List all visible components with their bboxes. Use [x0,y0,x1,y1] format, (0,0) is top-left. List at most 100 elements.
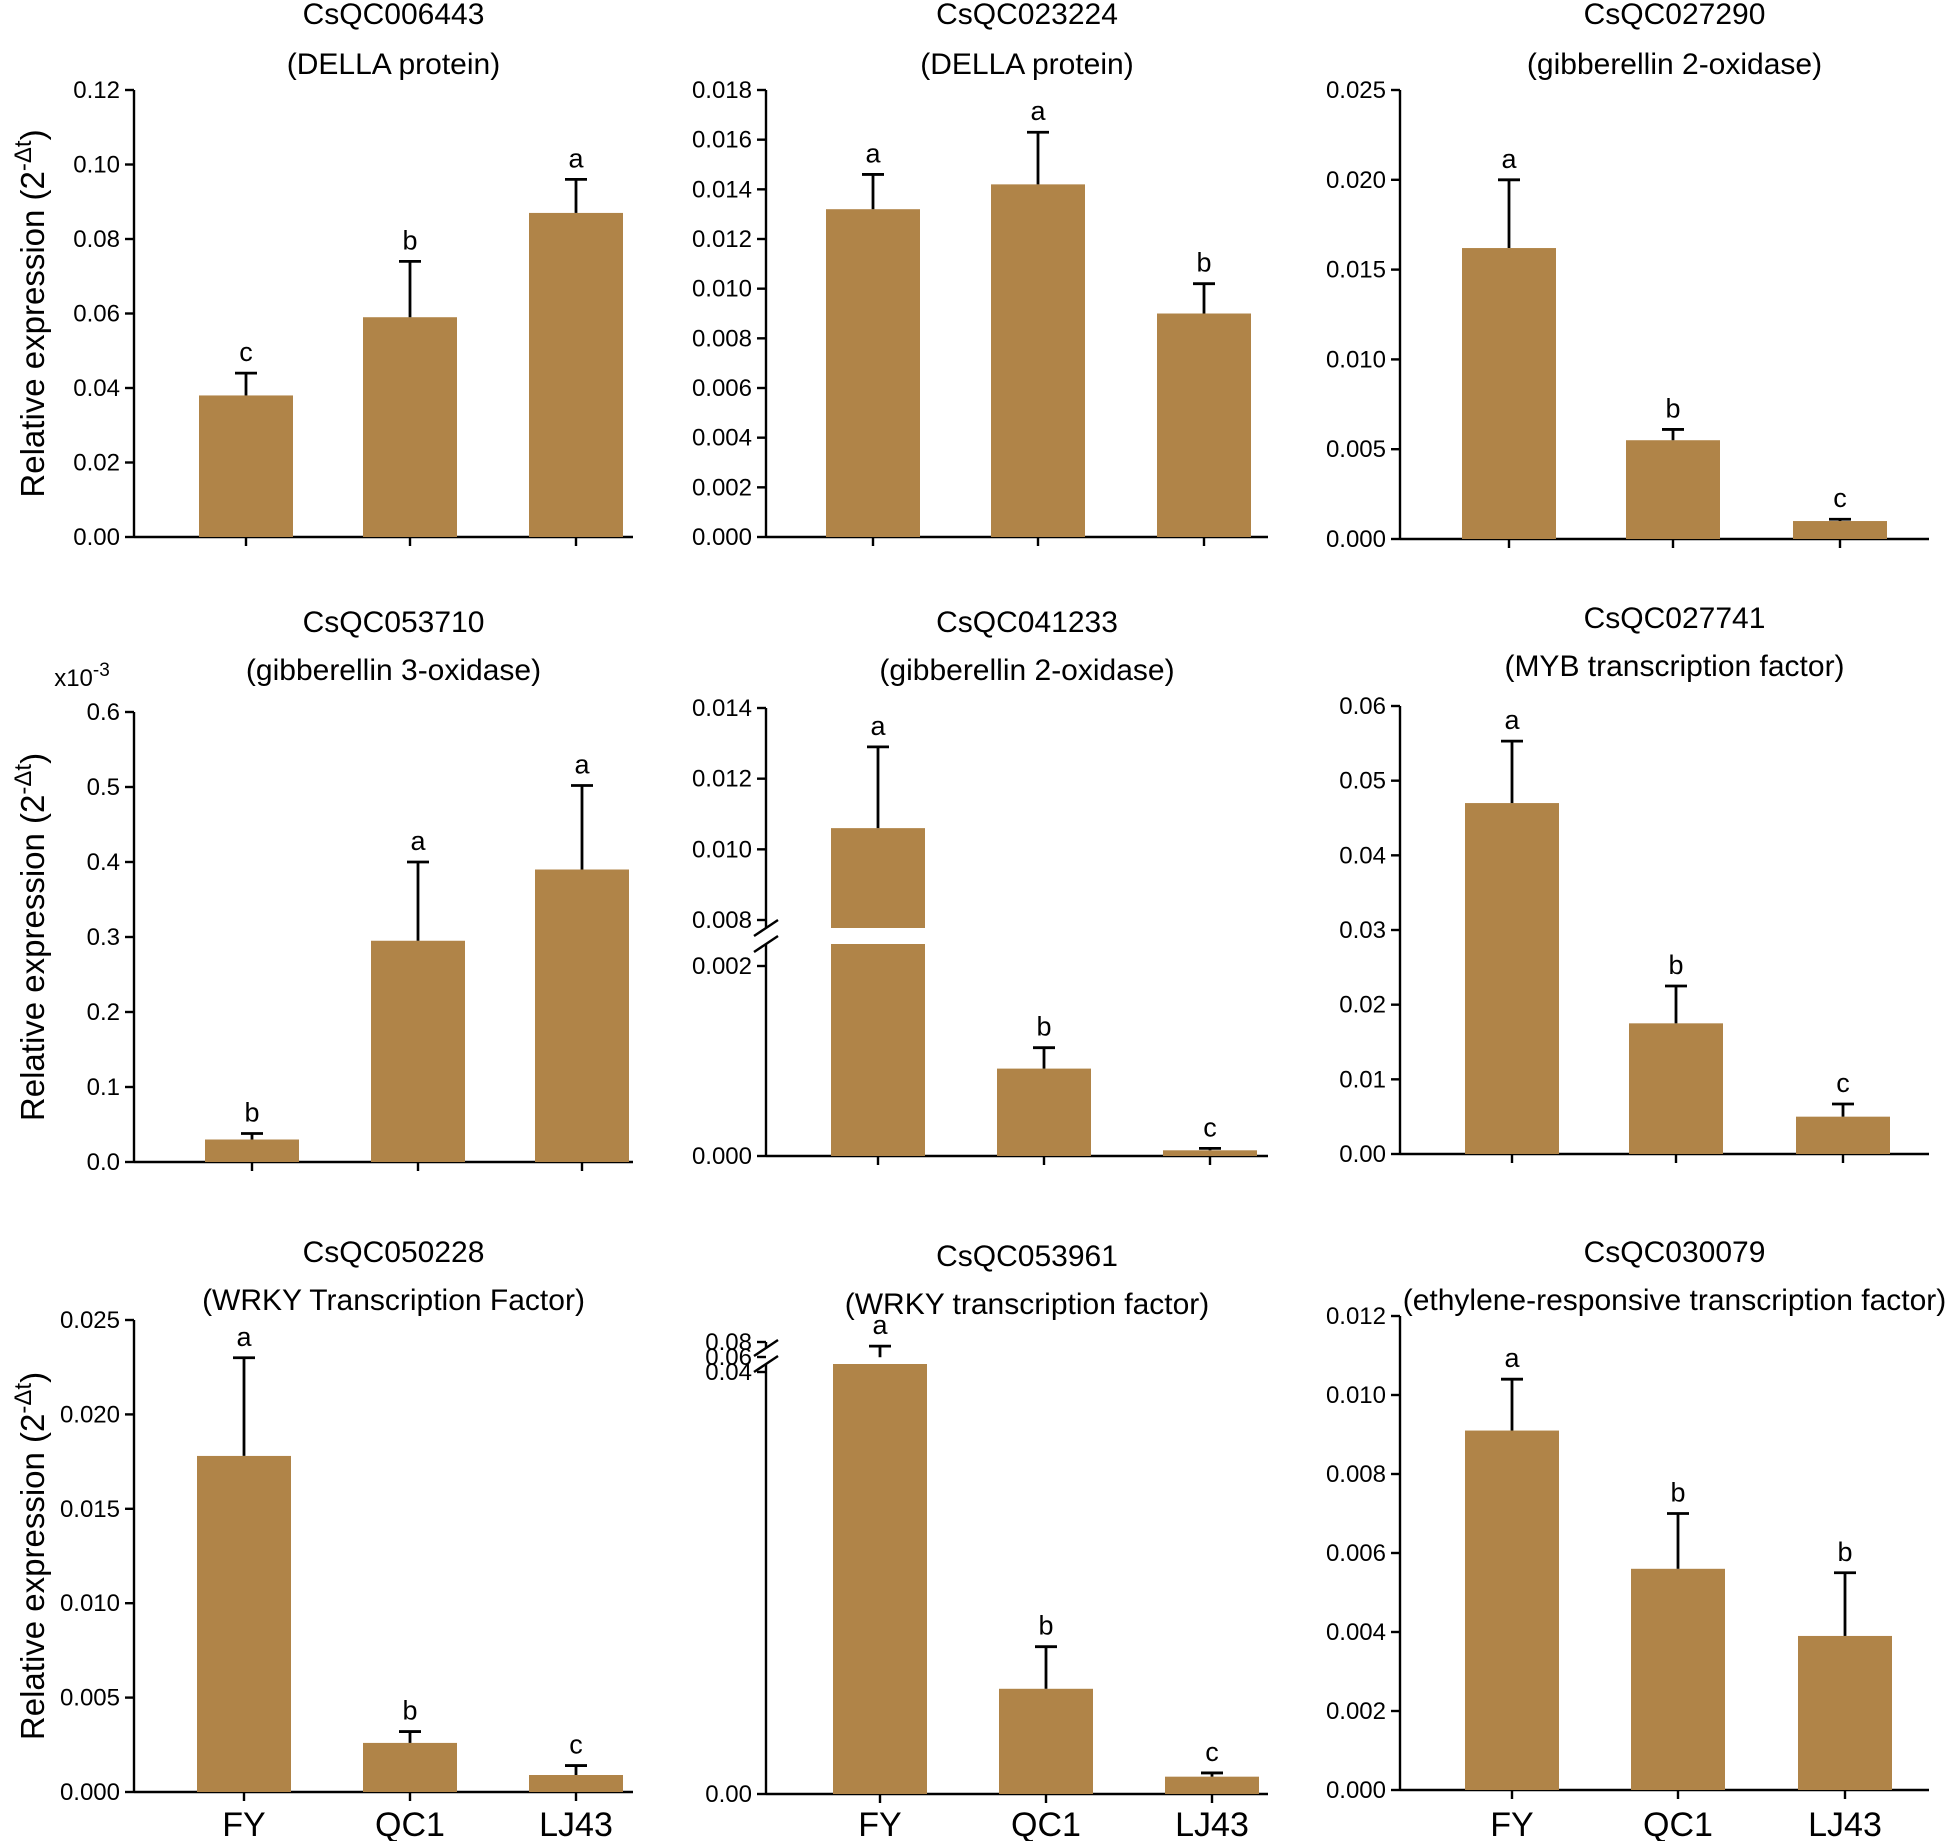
y-tick-label: 0.05 [1339,768,1386,795]
y-tick-label: 0.06 [705,1344,752,1371]
y-tick-label: 0.012 [692,766,752,793]
chart-panel-csqc050228: CsQC050228 (WRKY Transcription Factor) 0.0… [10,1236,633,1841]
chart-title-annotation: (ethylene-responsive transcription facto… [1403,1284,1947,1317]
y-tick-label: 0.008 [692,325,752,352]
significance-letter: a [1504,705,1520,735]
y-tick-label: 0.014 [692,695,752,722]
bar-lj43 [1793,521,1887,539]
y-axis-label-text: Relative expression (2 [14,171,51,498]
bar-fy [1465,803,1559,1154]
y-tick-label: 0.000 [1326,1777,1386,1804]
chart-panel-csqc053961: CsQC053961 (WRKY transcription factor) 0.0… [705,1240,1268,1841]
significance-letter: b [1196,248,1211,278]
multiplier-exponent: -3 [93,660,110,681]
significance-letter: c [569,1730,583,1760]
bar-fy [205,1139,299,1162]
significance-letter: b [402,225,417,255]
y-tick-label: 0.004 [1326,1619,1386,1646]
significance-letter: a [1504,1343,1520,1373]
bar-fy [199,395,293,537]
bar-lj43 [1157,313,1251,537]
y-tick-label: 0.002 [692,474,752,501]
y-tick-label: 0.3 [87,924,120,951]
y-tick-label: 0.08 [705,1329,752,1356]
axis-break-mark [753,1355,779,1373]
x-category-label: FY [858,1806,901,1841]
y-tick-label: 0.000 [1326,526,1386,553]
bar-qc1 [363,1742,457,1792]
y-tick-label: 0.004 [692,425,752,452]
y-tick-label: 0.025 [60,1307,120,1334]
y-tick-label: 0.00 [1339,1141,1386,1168]
y-tick-label: 0.2 [87,999,120,1026]
significance-letter: a [872,1310,888,1340]
x-category-label: LJ43 [539,1806,613,1841]
bar-qc1 [997,1068,1091,1156]
y-tick-label: 0.008 [1326,1461,1386,1488]
y-tick-label: 0.08 [73,226,120,253]
chart-title-gene: CsQC041233 [936,606,1118,639]
y-tick-label: 0.10 [73,152,120,179]
y-tick-label: 0.02 [1339,992,1386,1019]
y-tick-label: 0.015 [1326,257,1386,284]
chart-panel-csqc041233: CsQC041233 (gibberellin 2-oxidase) 0.000 0.… [692,606,1268,1170]
y-tick-label: 0.016 [692,127,752,154]
y-tick-label: 0.018 [692,77,752,104]
y-tick-label: 0.020 [1326,167,1386,194]
chart-title-annotation: (gibberellin 2-oxidase) [1527,48,1822,81]
chart-title-gene: CsQC053710 [303,606,485,639]
bar-fy [1465,1430,1559,1790]
y-tick-label: 0.010 [60,1590,120,1617]
y-tick-label: 0.005 [1326,436,1386,463]
chart-title-gene: CsQC050228 [303,1236,485,1269]
y-tick-label: 0.00 [73,524,120,551]
y-tick-label: 0.04 [1339,842,1386,869]
y-tick-label: 0.00 [705,1781,752,1808]
chart-panel-csqc027741: CsQC027741 (MYB transcription factor) 0.00… [1339,602,1929,1168]
y-tick-label: 0.000 [60,1779,120,1806]
y-tick-label: 0.006 [1326,1540,1386,1567]
y-tick-label: 0.5 [87,774,120,801]
chart-title-gene: CsQC006443 [303,0,485,31]
bar-lj43 [1163,1150,1257,1156]
significance-letter: a [870,711,886,741]
significance-letter: c [1205,1737,1219,1767]
significance-letter: b [244,1098,259,1128]
significance-letter: b [1668,950,1683,980]
bar-lj43 [1165,1776,1259,1794]
significance-letter: a [574,750,590,780]
significance-letter: a [1501,144,1517,174]
bar-fy [831,828,925,1156]
y-axis-label-text: Relative expression (2 [14,795,51,1122]
y-tick-label: 0.02 [73,450,120,477]
y-tick-label: 0.6 [87,699,120,726]
axis-break-mark [753,1339,779,1357]
y-tick-label: 0.012 [1326,1303,1386,1330]
significance-letter: a [410,826,426,856]
y-tick-label: 0.002 [692,953,752,980]
y-tick-label: 0.015 [60,1496,120,1523]
bar-lj43 [1796,1116,1890,1154]
y-tick-label: 0.008 [692,907,752,934]
significance-letter: b [402,1696,417,1726]
y-tick-label: 0.06 [73,301,120,328]
significance-letter: c [1836,1068,1850,1098]
bar-qc1 [1629,1023,1723,1154]
y-tick-label: 0.04 [73,375,120,402]
y-axis-label-close: ) [14,753,51,764]
bar-qc1 [371,940,465,1162]
significance-letter: c [1833,483,1847,513]
y-tick-label: 0.1 [87,1074,120,1101]
chart-title-gene: CsQC027741 [1584,602,1766,635]
chart-title-annotation: (MYB transcription factor) [1504,650,1844,683]
x-category-label: QC1 [1011,1806,1081,1841]
bar-fy [833,1357,927,1794]
y-tick-label: 0.012 [692,226,752,253]
chart-title-gene: CsQC053961 [936,1240,1118,1273]
chart-title-annotation: (gibberellin 2-oxidase) [879,654,1174,687]
chart-title-annotation: (DELLA protein) [287,48,500,81]
bar-qc1 [1631,1568,1725,1790]
y-tick-label: 0.014 [692,176,752,203]
y-tick-label: 0.06 [1339,693,1386,720]
